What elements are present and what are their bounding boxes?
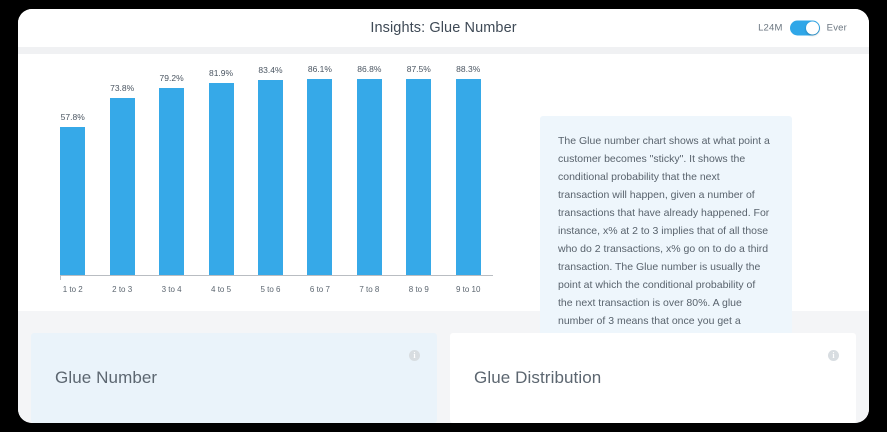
bar-value-label: 83.4% — [258, 65, 283, 76]
bar-value-label: 81.9% — [208, 67, 234, 78]
chart-region: 57.8% 73.8% 79.2% 81.9% 83.4% 86.1% 86.8% 87.5%… — [18, 54, 869, 367]
x-axis-origin-tick — [60, 275, 61, 280]
bar[interactable] — [455, 79, 481, 276]
toggle-knob — [805, 21, 819, 35]
x-axis-tick-label: 8 to 9 — [408, 285, 429, 294]
x-axis-labels: 1 to 2 2 to 3 3 to 4 4 to 5 5 to 6 6 to 7 7 to… — [48, 285, 493, 294]
bar[interactable] — [356, 79, 382, 276]
insights-window: Insights: Glue Number L24M Ever 57.8% 73.… — [18, 9, 869, 423]
bar-group[interactable]: 86.8% — [348, 64, 390, 276]
x-axis-line — [60, 275, 493, 276]
x-axis-tick-label: 9 to 10 — [455, 285, 481, 294]
insight-card-glue-distribution[interactable]: Glue Distribution i — [450, 333, 856, 423]
bar[interactable] — [406, 79, 432, 276]
info-icon[interactable]: i — [828, 350, 839, 361]
x-axis-tick-label: 3 to 4 — [161, 285, 182, 294]
insight-cards: Glue Number i Glue Distribution i — [18, 333, 869, 423]
glue-number-bar-chart: 57.8% 73.8% 79.2% 81.9% 83.4% 86.1% 86.8% 87.5%… — [48, 64, 493, 304]
description-panel: The Glue number chart shows at what poin… — [540, 116, 792, 367]
bar-value-label: 57.8% — [60, 111, 85, 122]
toggle-label-left: L24M — [758, 22, 783, 34]
page-title: Insights: Glue Number — [370, 20, 517, 36]
period-toggle-switch[interactable] — [789, 20, 820, 36]
period-toggle-group[interactable]: L24M Ever — [758, 20, 847, 36]
bar-group[interactable]: 86.1% — [299, 64, 341, 276]
bar-group[interactable]: 87.5% — [398, 64, 440, 276]
bar-group[interactable]: 57.8% — [52, 64, 94, 276]
bar-value-label: 79.2% — [159, 72, 184, 83]
info-icon[interactable]: i — [409, 350, 420, 361]
insight-card-glue-number[interactable]: Glue Number i — [31, 333, 437, 423]
bar-group[interactable]: 88.3% — [447, 64, 489, 276]
bar-group[interactable]: 81.9% — [200, 64, 242, 276]
bar-group[interactable]: 79.2% — [151, 64, 193, 276]
bar[interactable] — [60, 126, 86, 276]
bar-group[interactable]: 73.8% — [101, 64, 143, 276]
x-axis-tick-label: 6 to 7 — [309, 285, 330, 294]
bar-value-label: 86.8% — [357, 64, 382, 74]
x-axis-tick-label: 2 to 3 — [112, 285, 133, 294]
header-separator — [18, 47, 869, 54]
card-title: Glue Number — [55, 368, 158, 387]
x-axis-tick-label: 1 to 2 — [62, 285, 83, 294]
chart-bars: 57.8% 73.8% 79.2% 81.9% 83.4% 86.1% 86.8% 87.5%… — [48, 64, 493, 276]
bar-value-label: 73.8% — [110, 82, 135, 93]
bar-value-label: 86.1% — [307, 64, 332, 74]
bar[interactable] — [208, 82, 234, 276]
card-title: Glue Distribution — [474, 368, 602, 387]
bar-value-label: 87.5% — [406, 64, 431, 74]
x-axis-tick-label: 7 to 8 — [359, 285, 380, 294]
bar-group[interactable]: 83.4% — [249, 64, 291, 276]
x-axis-tick-label: 4 to 5 — [211, 285, 232, 294]
bar-value-label: 88.3% — [456, 64, 481, 74]
bar[interactable] — [159, 87, 185, 276]
description-text: The Glue number chart shows at what poin… — [558, 135, 770, 346]
bar[interactable] — [307, 79, 333, 276]
bar[interactable] — [109, 97, 135, 276]
toggle-label-right: Ever — [826, 22, 847, 34]
x-axis-tick-label: 5 to 6 — [260, 285, 281, 294]
window-header: Insights: Glue Number L24M Ever — [18, 9, 869, 47]
bar[interactable] — [257, 80, 283, 276]
